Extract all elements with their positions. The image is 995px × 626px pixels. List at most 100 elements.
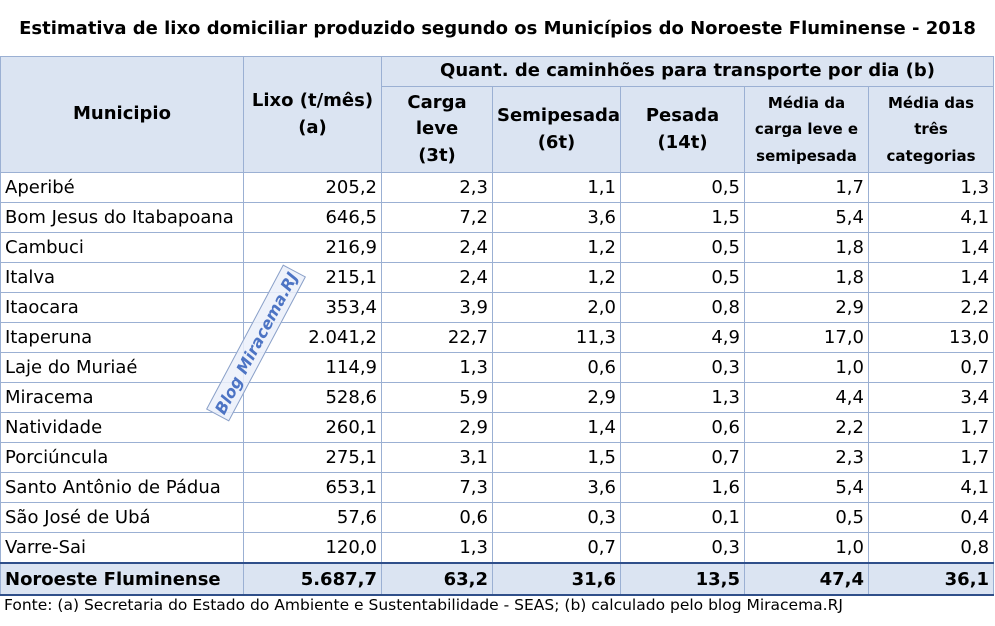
- cell-lixo: 205,2: [243, 172, 382, 203]
- table-row: Laje do Muriaé 114,9 1,3 0,6 0,3 1,0 0,7: [0, 352, 995, 383]
- cell-municipio: Natividade: [0, 412, 244, 443]
- cell-semipesada: 1,2: [492, 262, 621, 293]
- waste-table: Municipio Lixo (t/mês) (a) Quant. de cam…: [0, 56, 995, 596]
- cell-semipesada: 0,7: [492, 532, 621, 564]
- cell-media-tres: 0,4: [867, 502, 995, 533]
- cell-media-leve-semi: 5,4: [744, 472, 869, 503]
- cell-media-tres: 1,4: [867, 232, 995, 263]
- cell-semipesada: 2,0: [492, 292, 621, 323]
- cell-carga-leve: 3,1: [381, 442, 493, 473]
- cell-carga-leve: 22,7: [381, 322, 493, 353]
- table-row: Cambuci 216,9 2,4 1,2 0,5 1,8 1,4: [0, 232, 995, 263]
- header-media-tres: Média das três categorias: [867, 86, 995, 173]
- cell-media-leve-semi: 1,0: [744, 532, 869, 564]
- header-semi-line1: Semipesada: [497, 105, 621, 127]
- table-body: Aperibé 205,2 2,3 1,1 0,5 1,7 1,3 Bom Jesus do …: [0, 172, 995, 596]
- table-header: Municipio Lixo (t/mês) (a) Quant. de cam…: [0, 56, 995, 173]
- cell-media-tres: 1,7: [867, 442, 995, 473]
- header-media-ls-line3: semipesada: [756, 146, 857, 165]
- cell-municipio: Aperibé: [0, 172, 244, 203]
- header-lixo-line2: (a): [298, 116, 327, 138]
- cell-media-tres: 0,8: [867, 532, 995, 564]
- cell-semipesada: 1,4: [492, 412, 621, 443]
- cell-pesada: 0,3: [620, 532, 745, 564]
- header-leve-line1: Carga leve: [407, 92, 467, 140]
- cell-municipio: Bom Jesus do Itabapoana: [0, 202, 244, 233]
- header-group-label: Quant. de caminhões para transporte por …: [440, 60, 936, 82]
- cell-carga-leve: 5,9: [381, 382, 493, 413]
- header-pesada-line1: Pesada: [645, 105, 720, 127]
- cell-pesada: 0,5: [620, 172, 745, 203]
- cell-pesada: 0,5: [620, 232, 745, 263]
- cell-pesada: 1,6: [620, 472, 745, 503]
- cell-media-tres: 1,3: [867, 172, 995, 203]
- cell-carga-leve: 2,9: [381, 412, 493, 443]
- header-semipesada: Semipesada (6t): [492, 86, 621, 173]
- cell-lixo: 120,0: [243, 532, 382, 564]
- table-row: Bom Jesus do Itabapoana 646,5 7,2 3,6 1,5 5,4…: [0, 202, 995, 233]
- cell-municipio: Itaperuna: [0, 322, 244, 353]
- cell-lixo: 216,9: [243, 232, 382, 263]
- cell-municipio: Santo Antônio de Pádua: [0, 472, 244, 503]
- table-row: Italva 215,1 2,4 1,2 0,5 1,8 1,4: [0, 262, 995, 293]
- cell-pesada: 0,7: [620, 442, 745, 473]
- cell-semipesada: 1,5: [492, 442, 621, 473]
- header-municipio-label: Municipio: [73, 103, 171, 125]
- table-row: Itaocara 353,4 3,9 2,0 0,8 2,9 2,2: [0, 292, 995, 323]
- header-group-caminhoes: Quant. de caminhões para transporte por …: [380, 56, 995, 87]
- cell-semipesada: 0,3: [492, 502, 621, 533]
- table-row: Aperibé 205,2 2,3 1,1 0,5 1,7 1,3: [0, 172, 995, 203]
- header-media-3-line3: categorias: [886, 146, 976, 165]
- cell-municipio: Itaocara: [0, 292, 244, 323]
- cell-media-leve-semi: 2,2: [744, 412, 869, 443]
- total-cell-media-tres: 36,1: [867, 562, 995, 596]
- cell-pesada: 0,3: [620, 352, 745, 383]
- cell-municipio: Laje do Muriaé: [0, 352, 244, 383]
- header-media-3-line2: três: [914, 120, 948, 139]
- cell-media-tres: 2,2: [867, 292, 995, 323]
- table-row: Varre-Sai 120,0 1,3 0,7 0,3 1,0 0,8: [0, 532, 995, 564]
- cell-media-tres: 1,4: [867, 262, 995, 293]
- cell-lixo: 275,1: [243, 442, 382, 473]
- header-lixo: Lixo (t/mês) (a): [243, 56, 382, 173]
- cell-media-leve-semi: 4,4: [744, 382, 869, 413]
- cell-carga-leve: 0,6: [381, 502, 493, 533]
- cell-media-leve-semi: 2,9: [744, 292, 869, 323]
- cell-pesada: 4,9: [620, 322, 745, 353]
- table-row: Santo Antônio de Pádua 653,1 7,3 3,6 1,6 5,4 4…: [0, 472, 995, 503]
- cell-pesada: 1,3: [620, 382, 745, 413]
- cell-pesada: 0,6: [620, 412, 745, 443]
- cell-municipio: Cambuci: [0, 232, 244, 263]
- cell-media-tres: 0,7: [867, 352, 995, 383]
- cell-media-leve-semi: 1,0: [744, 352, 869, 383]
- header-media-ls-line2: carga leve e: [754, 120, 859, 139]
- cell-media-tres: 4,1: [867, 202, 995, 233]
- cell-lixo: 653,1: [243, 472, 382, 503]
- cell-media-leve-semi: 17,0: [744, 322, 869, 353]
- source-note: Fonte: (a) Secretaria do Estado do Ambie…: [4, 596, 843, 614]
- cell-media-tres: 1,7: [867, 412, 995, 443]
- header-media-3-line1: Média das: [887, 94, 975, 113]
- cell-pesada: 0,8: [620, 292, 745, 323]
- total-cell-lixo: 5.687,7: [243, 562, 382, 596]
- cell-semipesada: 0,6: [492, 352, 621, 383]
- cell-municipio: Italva: [0, 262, 244, 293]
- cell-media-tres: 3,4: [867, 382, 995, 413]
- cell-lixo: 114,9: [243, 352, 382, 383]
- total-row: Noroeste Fluminense 5.687,7 63,2 31,6 13,5 47…: [0, 562, 995, 596]
- total-cell-pesada: 13,5: [620, 562, 745, 596]
- cell-pesada: 0,1: [620, 502, 745, 533]
- cell-lixo: 646,5: [243, 202, 382, 233]
- cell-media-leve-semi: 1,8: [744, 262, 869, 293]
- cell-media-tres: 4,1: [867, 472, 995, 503]
- cell-semipesada: 1,1: [492, 172, 621, 203]
- header-lixo-line1: Lixo (t/mês): [251, 90, 374, 112]
- cell-semipesada: 2,9: [492, 382, 621, 413]
- cell-carga-leve: 7,3: [381, 472, 493, 503]
- cell-media-leve-semi: 5,4: [744, 202, 869, 233]
- table-row: Porciúncula 275,1 3,1 1,5 0,7 2,3 1,7: [0, 442, 995, 473]
- total-cell-media-leve-semi: 47,4: [744, 562, 869, 596]
- cell-lixo: 57,6: [243, 502, 382, 533]
- table-title: Estimativa de lixo domiciliar produzido …: [19, 17, 976, 39]
- total-cell-semipesada: 31,6: [492, 562, 621, 596]
